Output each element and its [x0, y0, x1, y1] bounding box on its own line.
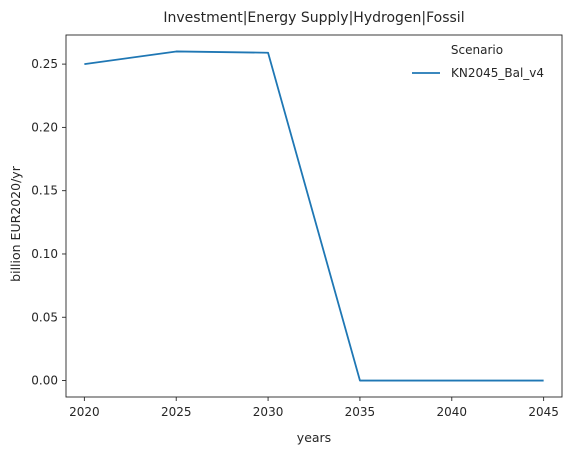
y-axis-label: billion EUR2020/yr — [8, 165, 23, 282]
legend-label-kn2045-bal-v4: KN2045_Bal_v4 — [451, 66, 544, 80]
plot-area: 2020 2025 2030 2035 2040 2045 0.00 0.05 0.10 0.15… — [31, 34, 563, 419]
y-tick-label-0.05: 0.05 — [31, 310, 58, 324]
x-tick-label-2030: 2030 — [253, 405, 284, 419]
y-tick-label-0.00: 0.00 — [31, 374, 58, 388]
y-tick-label-0.15: 0.15 — [31, 184, 58, 198]
x-tick-label-2025: 2025 — [161, 405, 192, 419]
x-tick-label-2035: 2035 — [345, 405, 376, 419]
series-line-kn2045-bal-v4 — [84, 50, 544, 382]
y-tick-label-0.20: 0.20 — [31, 120, 58, 134]
x-tick-label-2020: 2020 — [69, 405, 100, 419]
x-tick-label-2045: 2045 — [528, 405, 559, 419]
chart-title: Investment|Energy Supply|Hydrogen|Fossil — [163, 10, 464, 26]
legend: Scenario KN2045_Bal_v4 — [412, 43, 544, 80]
y-tick-label-0.10: 0.10 — [31, 247, 58, 261]
x-axis-label: years — [297, 430, 331, 445]
x-tick-label-2040: 2040 — [437, 405, 468, 419]
y-tick-label-0.25: 0.25 — [31, 57, 58, 71]
legend-title: Scenario — [451, 43, 503, 57]
axes-frame — [65, 34, 563, 398]
